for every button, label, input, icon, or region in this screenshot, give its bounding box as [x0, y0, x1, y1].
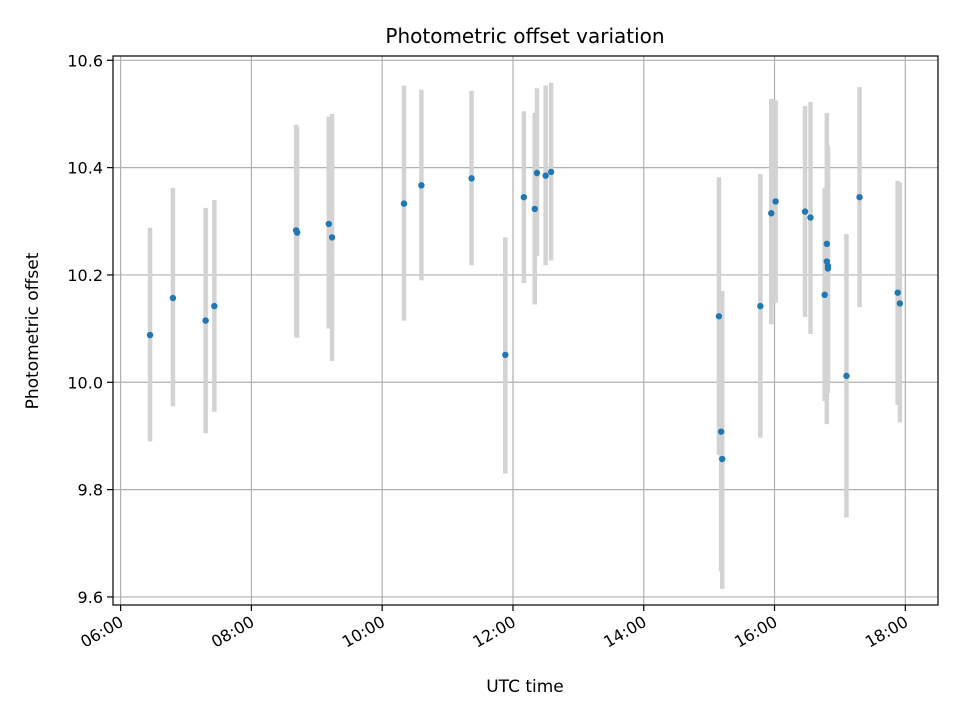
y-tick-label: 10.6	[67, 51, 103, 70]
y-axis-label: Photometric offset	[23, 252, 43, 409]
data-point	[328, 234, 336, 241]
data-point	[547, 168, 555, 176]
data-point	[211, 302, 218, 310]
data-point	[418, 182, 425, 189]
data-point	[468, 175, 475, 182]
data-point	[823, 240, 831, 248]
y-tick-label: 10.0	[67, 373, 103, 392]
chart-title: Photometric offset variation	[385, 24, 664, 48]
data-point	[896, 300, 904, 307]
data-point	[169, 294, 177, 302]
data-point	[772, 198, 779, 205]
data-point	[801, 208, 809, 215]
data-point	[533, 169, 541, 177]
data-point	[146, 331, 154, 339]
data-point	[531, 205, 538, 213]
data-point	[719, 455, 726, 463]
y-tick-label: 10.2	[67, 266, 103, 285]
y-tick-label: 10.4	[67, 159, 103, 178]
data-point	[293, 229, 301, 236]
data-point	[807, 214, 814, 221]
data-point	[821, 291, 828, 299]
y-tick-label: 9.6	[78, 588, 103, 607]
data-point	[824, 265, 832, 272]
y-axis: 9.6 9.8 10.0 10.2 10.4 10.6	[67, 51, 113, 607]
data-point	[502, 351, 509, 359]
data-point	[520, 193, 528, 201]
plot-frame	[112, 55, 939, 606]
data-point	[542, 172, 549, 179]
data-point	[768, 210, 775, 217]
data-point	[843, 372, 850, 380]
data-point	[757, 302, 764, 310]
y-tick-label: 9.8	[78, 481, 103, 500]
data-point	[717, 428, 725, 435]
data-point	[400, 200, 408, 207]
data-point	[325, 220, 332, 228]
data-point	[856, 193, 863, 201]
data-point	[715, 313, 723, 320]
markers	[146, 168, 904, 463]
x-axis-label: UTC time	[486, 677, 564, 697]
data-point	[894, 289, 901, 296]
data-point	[202, 317, 209, 324]
